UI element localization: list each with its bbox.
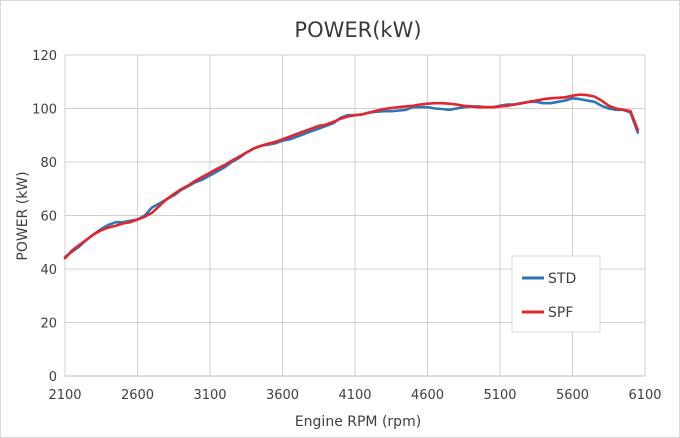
x-tick-labels: 2100 2600 3100 3600 4100 4600 5100 5600 6100	[48, 388, 661, 403]
x-tick-label: 5600	[556, 388, 589, 403]
x-tick-label: 3600	[266, 388, 299, 403]
series-lines	[63, 93, 640, 260]
x-tick-label: 4600	[411, 388, 444, 403]
series-line-std	[63, 97, 640, 259]
y-tick-label: 20	[40, 317, 57, 332]
legend-label-spf: SPF	[548, 305, 573, 321]
y-tick-labels: 0 20 40 60 80 100 120	[32, 49, 57, 385]
gridlines	[64, 54, 646, 377]
x-tick-label: 4100	[338, 388, 371, 403]
series-line-spf	[63, 93, 640, 260]
y-tick-label: 100	[32, 103, 57, 118]
legend: STD SPF	[511, 255, 601, 333]
y-tick-label: 60	[40, 210, 57, 225]
y-tick-label: 40	[40, 263, 57, 278]
x-tick-label: 6100	[628, 388, 661, 403]
x-tick-label: 3100	[193, 388, 226, 403]
y-tick-label: 0	[49, 370, 57, 385]
y-tick-label: 120	[32, 49, 57, 64]
x-tick-label: 2100	[48, 388, 81, 403]
y-tick-label: 80	[40, 156, 57, 171]
x-axis-label: Engine RPM (rpm)	[295, 414, 421, 430]
x-tick-label: 5100	[483, 388, 516, 403]
chart-title: POWER(kW)	[294, 18, 421, 42]
legend-label-std: STD	[548, 271, 576, 287]
x-tick-label: 2600	[121, 388, 154, 403]
legend-box	[511, 255, 601, 333]
y-axis-label: POWER (kW)	[15, 171, 31, 260]
